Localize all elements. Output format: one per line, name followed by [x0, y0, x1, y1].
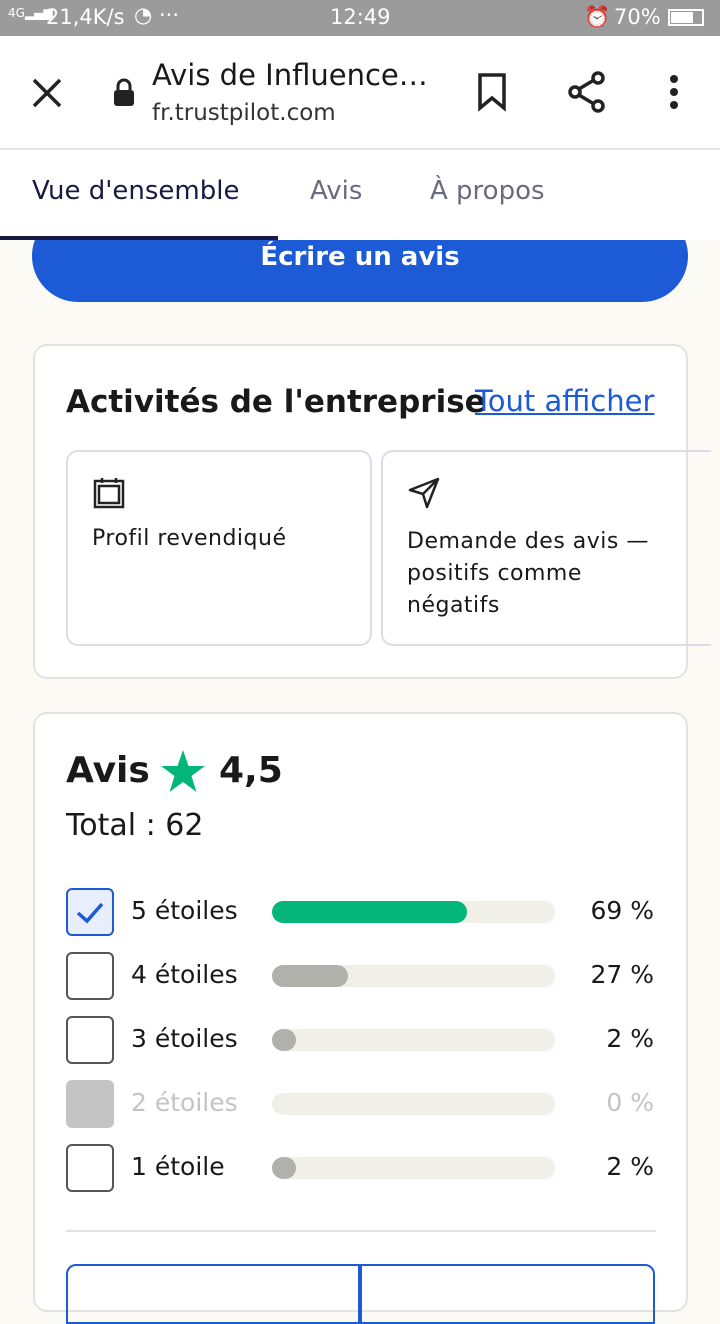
activities-card: Activités de l'entreprise Tout afficher … [33, 344, 711, 679]
bar-track [272, 1093, 555, 1115]
calendar-icon [93, 478, 125, 509]
star-label: 4 étoiles [131, 960, 238, 989]
view-all-link[interactable]: Tout afficher [475, 384, 655, 418]
network-speed: 21,4K/s [46, 5, 125, 29]
signal-icon: 4G▂▄▆ [8, 6, 53, 20]
star-label: 3 étoiles [131, 1024, 238, 1053]
percent-label: 0 % [606, 1088, 654, 1117]
percent-label: 2 % [606, 1152, 654, 1181]
filter-button[interactable] [66, 1264, 360, 1324]
star-icon [161, 750, 205, 792]
bar-track [272, 1157, 555, 1179]
send-icon [408, 477, 440, 509]
tab-bar: Vue d'ensemble Avis À propos [0, 150, 720, 240]
percent-label: 27 % [590, 960, 654, 989]
status-bar: 4G▂▄▆ 21,4K/s ◔ ··· 12:49 ⏰ 70% [0, 0, 720, 36]
score: 4,5 [219, 750, 283, 791]
bookmark-button[interactable] [476, 72, 508, 112]
bar [272, 965, 349, 987]
activity-text: Profil revendiqué [92, 526, 287, 551]
page-url: fr.trustpilot.com [152, 100, 336, 126]
sort-button[interactable] [360, 1264, 655, 1324]
browser-bar: Avis de Influence… fr.trustpilot.com [0, 36, 720, 150]
share-button[interactable] [566, 70, 608, 114]
star-label: 5 étoiles [131, 896, 238, 925]
divider [66, 1230, 656, 1232]
write-button-clip: Écrire un avis [32, 240, 688, 302]
menu-button[interactable] [662, 74, 686, 110]
bar [272, 901, 468, 923]
total: Total : 62 [66, 808, 204, 843]
activity-card: Demande des avis — positifs comme négati… [381, 450, 711, 646]
wifi-icon: ◔ ··· [134, 3, 180, 27]
percent-label: 69 % [590, 896, 654, 925]
percent-label: 2 % [606, 1024, 654, 1053]
tab[interactable]: Avis [310, 176, 363, 206]
checkbox[interactable] [66, 1144, 114, 1192]
bar-track [272, 1029, 555, 1051]
close-button[interactable] [30, 76, 64, 110]
tab[interactable]: À propos [430, 176, 545, 206]
reviews-card: Avis 4,5 Total : 62 5 étoiles 69 % 4 étoil… [33, 712, 688, 1324]
checkbox[interactable] [66, 952, 114, 1000]
section-title: Activités de l'entreprise [66, 384, 486, 420]
star-label: 1 étoile [131, 1152, 225, 1181]
lock-icon [114, 78, 134, 106]
activity-card: Profil revendiqué [66, 450, 372, 646]
battery-icon [668, 9, 704, 26]
checkbox[interactable] [66, 888, 114, 936]
page-title: Avis de Influence… [152, 58, 428, 92]
activity-text: Demande des avis — positifs comme négati… [407, 529, 649, 618]
tab-indicator [0, 236, 278, 240]
tab[interactable]: Vue d'ensemble [32, 176, 240, 206]
alarm-icon: ⏰ [584, 5, 611, 29]
bar [272, 1029, 296, 1051]
clock: 12:49 [330, 5, 391, 29]
reviews-title: Avis [66, 750, 150, 791]
star-label: 2 étoiles [131, 1088, 238, 1117]
button-label: Écrire un avis [260, 242, 460, 272]
bar [272, 1157, 296, 1179]
write-review-button[interactable]: Écrire un avis [32, 240, 688, 302]
checkbox [66, 1080, 114, 1128]
check-mark [76, 902, 104, 924]
battery-level: 70% [614, 5, 661, 29]
checkbox[interactable] [66, 1016, 114, 1064]
